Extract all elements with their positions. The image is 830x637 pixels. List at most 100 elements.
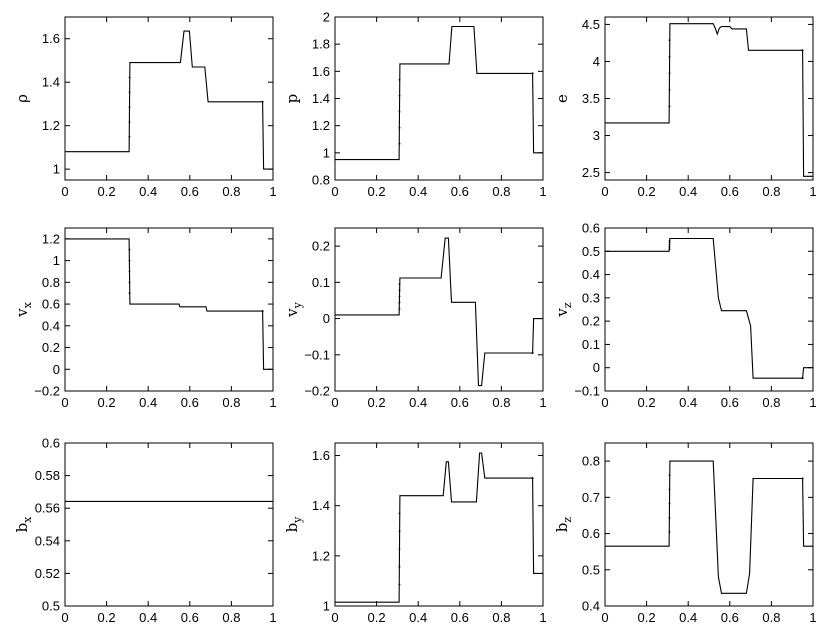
ticks-by	[334, 443, 544, 607]
ticks-rho	[64, 17, 274, 180]
xtick-label: 0.8	[492, 610, 510, 625]
transition-dot	[398, 583, 401, 586]
series-line-vx	[65, 238, 273, 370]
xtick-label: 0.6	[721, 395, 739, 410]
xtick-label: 0	[601, 184, 608, 199]
xtick-label: 0	[331, 184, 338, 199]
ytick-label: 1.2	[42, 231, 60, 246]
transition-dot	[398, 94, 401, 97]
xtick-label: 0.4	[409, 610, 427, 625]
transition-dot	[128, 292, 131, 295]
transition-dots-rho	[128, 76, 264, 138]
ytick-label: 3.5	[582, 91, 600, 106]
series-line-e	[605, 23, 813, 177]
xtick-label: 0.8	[222, 395, 240, 410]
transition-dot	[398, 78, 401, 81]
transition-dot	[128, 91, 131, 94]
ticks-vz	[604, 227, 814, 392]
ytick-label: 0.8	[42, 275, 60, 290]
transition-dot	[398, 283, 401, 285]
xtick-label: 0.2	[368, 184, 386, 199]
transition-dot	[668, 246, 671, 248]
transition-dot	[128, 136, 131, 138]
ylabel-bx: bx	[13, 516, 34, 533]
ytick-label: 0.2	[582, 314, 600, 329]
axes-frame-vy	[334, 227, 544, 392]
transition-dot	[128, 259, 131, 262]
transition-dots-by	[398, 477, 534, 586]
transition-dot	[128, 281, 131, 284]
transition-dots-vy	[398, 283, 534, 354]
plot-p: 0 0.2 0.4 0.6 0.8 1 0.8 1 1.2 1.4 1.6 1.8 2 p	[283, 10, 547, 200]
transition-dot	[668, 241, 671, 244]
transition-dot	[398, 126, 401, 129]
xtick-label: 0.8	[762, 610, 780, 625]
ylabel-bz: bz	[553, 517, 574, 533]
xtick-label: 0.2	[638, 610, 656, 625]
plot-by: 0 0.2 0.4 0.6 0.8 1 1 1.2 1.4 1.6 by	[283, 442, 547, 625]
xtick-label: 0	[601, 395, 608, 410]
transition-dot	[398, 512, 401, 515]
transition-dot	[398, 301, 401, 304]
xtick-label: 0.2	[98, 610, 116, 625]
xtick-label: 0.2	[638, 184, 656, 199]
transition-dots-e	[668, 39, 804, 108]
xtick-label: 1	[539, 184, 546, 199]
xtick-label: 0.2	[368, 395, 386, 410]
tick-labels-e: 0 0.2 0.4 0.6 0.8 1 2.5 3 3.5 4 4.5	[582, 17, 817, 199]
tick-labels-vy: 0 0.2 0.4 0.6 0.8 1 −0.2 −0.1 0 0.1 0.2	[304, 239, 546, 410]
ytick-label: 0.56	[35, 501, 60, 516]
xtick-label: 1	[809, 610, 816, 625]
ytick-label: 1.6	[42, 31, 60, 46]
tick-labels-bx: 0 0.2 0.4 0.6 0.8 1 0.5 0.52 0.54 0.56 0.58 0.6	[35, 436, 277, 626]
ytick-label: 0.5	[42, 599, 60, 614]
xtick-label: 0.4	[409, 395, 427, 410]
ytick-label: 0.52	[35, 566, 60, 581]
ytick-label: 4.5	[582, 17, 600, 32]
ylabel-by: by	[283, 516, 304, 533]
ticks-e	[604, 17, 814, 180]
xtick-label: 0.2	[98, 184, 116, 199]
xtick-label: 0.8	[492, 184, 510, 199]
axes-frame-rho	[64, 16, 274, 181]
ytick-label: 1.2	[312, 548, 330, 563]
transition-dots-bz	[668, 474, 804, 533]
xtick-label: 0.6	[181, 610, 199, 625]
transition-dot	[398, 110, 401, 113]
ytick-label: 0.6	[582, 221, 600, 236]
plot-vz: 0 0.2 0.4 0.6 0.8 1−0.100.10.20.30.40.50.6vz	[553, 221, 817, 411]
plot-e: 0 0.2 0.4 0.6 0.8 1 2.5 3 3.5 4 4.5 e	[553, 16, 817, 199]
transition-dots-p	[398, 72, 534, 145]
xtick-label: 0.2	[368, 610, 386, 625]
xtick-label: 0.2	[98, 395, 116, 410]
xtick-label: 1	[269, 610, 276, 625]
ytick-label: 0	[593, 360, 600, 375]
xtick-label: 0.6	[181, 395, 199, 410]
ytick-label: 0.7	[582, 490, 600, 505]
plot-vy: 0 0.2 0.4 0.6 0.8 1 −0.2 −0.1 0 0.1 0.2 vy	[283, 227, 547, 410]
ytick-label: 3	[593, 128, 600, 143]
ytick-label: 0.4	[42, 318, 60, 333]
ytick-label: 0.6	[42, 436, 60, 451]
transition-dots-vx	[128, 248, 264, 312]
ytick-label: 0.6	[582, 526, 600, 541]
xtick-label: 0	[601, 610, 608, 625]
transition-dot	[398, 289, 401, 292]
transition-dot	[668, 72, 671, 75]
xtick-label: 0.8	[762, 395, 780, 410]
axes-frame-bz	[604, 442, 814, 607]
transition-dot	[398, 548, 401, 550]
ytick-label: 0.8	[312, 173, 330, 188]
transition-dot	[668, 531, 671, 533]
ylabel-vz: vz	[553, 302, 574, 317]
xtick-label: 0.8	[222, 184, 240, 199]
transition-dot	[668, 105, 671, 108]
ytick-label: −0.1	[574, 384, 600, 399]
transition-dot	[668, 488, 671, 491]
transition-dot	[398, 295, 401, 298]
xtick-label: 1	[269, 395, 276, 410]
ytick-label: 0.5	[582, 562, 600, 577]
axes-frame-p	[334, 16, 544, 181]
xtick-label: 1	[809, 184, 816, 199]
